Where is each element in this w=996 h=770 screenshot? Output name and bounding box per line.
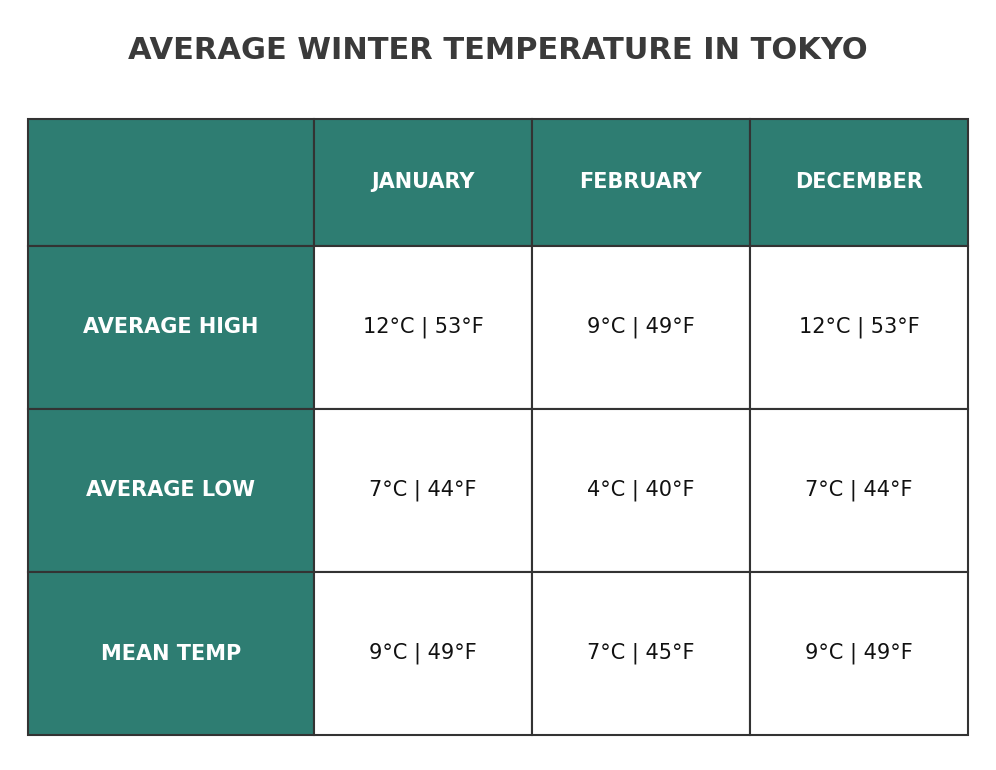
Text: 9°C | 49°F: 9°C | 49°F bbox=[369, 643, 477, 665]
Bar bbox=[314, 572, 532, 735]
Text: AVERAGE LOW: AVERAGE LOW bbox=[87, 480, 255, 501]
Bar bbox=[28, 409, 314, 572]
Bar bbox=[750, 409, 968, 572]
Text: FEBRUARY: FEBRUARY bbox=[580, 172, 702, 192]
Bar bbox=[532, 572, 750, 735]
Text: 12°C | 53°F: 12°C | 53°F bbox=[363, 316, 483, 338]
Text: AVERAGE HIGH: AVERAGE HIGH bbox=[84, 317, 259, 337]
Bar bbox=[750, 119, 968, 246]
Text: 7°C | 44°F: 7°C | 44°F bbox=[370, 480, 477, 501]
Bar bbox=[532, 246, 750, 409]
Bar bbox=[750, 572, 968, 735]
Bar bbox=[28, 572, 314, 735]
Text: 7°C | 45°F: 7°C | 45°F bbox=[588, 643, 695, 665]
Text: DECEMBER: DECEMBER bbox=[795, 172, 923, 192]
Text: AVERAGE WINTER TEMPERATURE IN TOKYO: AVERAGE WINTER TEMPERATURE IN TOKYO bbox=[128, 35, 868, 65]
Bar bbox=[314, 409, 532, 572]
Text: 9°C | 49°F: 9°C | 49°F bbox=[805, 643, 913, 665]
Bar bbox=[750, 246, 968, 409]
Text: JANUARY: JANUARY bbox=[372, 172, 475, 192]
Text: 9°C | 49°F: 9°C | 49°F bbox=[587, 316, 695, 338]
Text: 4°C | 40°F: 4°C | 40°F bbox=[588, 480, 695, 501]
Text: 12°C | 53°F: 12°C | 53°F bbox=[799, 316, 919, 338]
Text: 7°C | 44°F: 7°C | 44°F bbox=[806, 480, 912, 501]
Bar bbox=[28, 119, 314, 246]
Bar bbox=[532, 119, 750, 246]
Bar bbox=[314, 246, 532, 409]
Text: MEAN TEMP: MEAN TEMP bbox=[101, 644, 241, 664]
Bar bbox=[532, 409, 750, 572]
Bar bbox=[314, 119, 532, 246]
Bar bbox=[28, 246, 314, 409]
